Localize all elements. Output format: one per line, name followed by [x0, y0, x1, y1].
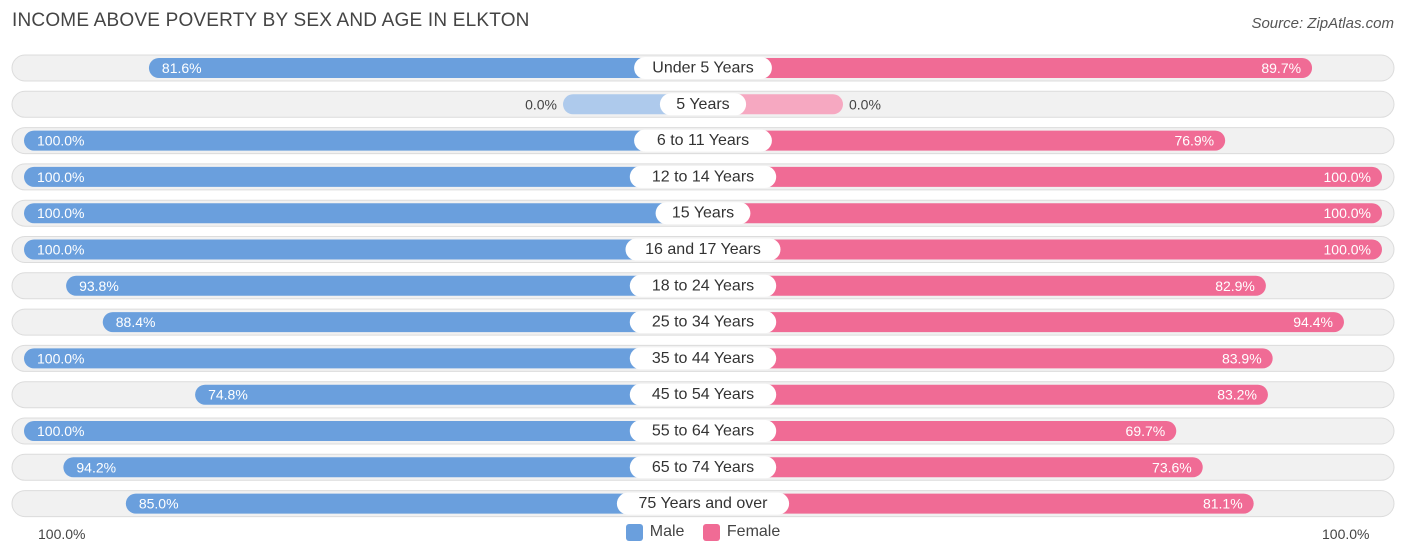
male-bar: [24, 348, 703, 369]
category-pill: [655, 202, 751, 225]
category-label: 15 Years: [672, 205, 734, 222]
female-bar: [703, 275, 1266, 296]
legend-swatch-male: [625, 523, 643, 541]
female-value-label: 100.0%: [1324, 205, 1371, 221]
category-label: 25 to 34 Years: [652, 314, 754, 331]
female-bar: [703, 457, 1203, 478]
category-pill: [629, 383, 777, 406]
female-value-label: 83.9%: [1222, 350, 1262, 366]
category-pill: [629, 420, 777, 442]
male-value-label: 85.0%: [139, 496, 179, 512]
legend-swatch-female: [702, 523, 720, 541]
category-label: 65 to 74 Years: [652, 459, 754, 476]
category-label: 12 to 14 Years: [652, 168, 754, 185]
category-pill: [629, 274, 777, 297]
female-value-label: 100.0%: [1324, 242, 1371, 258]
male-bar: [66, 275, 703, 296]
male-value-label: 100.0%: [37, 133, 84, 149]
category-label: 18 to 24 Years: [652, 277, 754, 294]
male-bar: [24, 203, 703, 224]
female-value-label: 81.1%: [1203, 496, 1243, 512]
male-value-label: 81.6%: [162, 60, 202, 76]
male-value-label: 94.2%: [76, 459, 116, 475]
female-bar: [703, 203, 1382, 224]
category-label: 5 Years: [676, 96, 729, 113]
female-bar: [703, 130, 1226, 151]
category-pill: [634, 57, 772, 79]
male-value-label: 74.8%: [208, 387, 248, 403]
female-bar: [703, 239, 1382, 260]
category-pill: [629, 456, 777, 479]
male-bar: [24, 239, 703, 260]
category-pill: [616, 492, 790, 515]
female-value-label: 0.0%: [849, 96, 881, 112]
female-bar: [703, 312, 1344, 333]
female-bar: [703, 166, 1382, 187]
legend-item-male[interactable]: Male: [625, 523, 685, 541]
legend-item-female[interactable]: Female: [702, 523, 781, 541]
female-bar: [703, 493, 1254, 514]
male-value-label: 88.4%: [116, 314, 156, 330]
male-value-label: 100.0%: [37, 242, 84, 258]
category-pill: [659, 93, 747, 116]
male-bar: [102, 312, 704, 333]
category-pill: [629, 165, 777, 188]
female-value-label: 94.4%: [1293, 314, 1333, 330]
female-value-label: 69.7%: [1126, 423, 1166, 439]
male-bar: [24, 421, 703, 441]
category-pill: [629, 311, 777, 334]
axis-min-label: 100.0%: [38, 526, 86, 542]
legend: Male Female: [0, 523, 1406, 546]
male-value-label: 0.0%: [525, 96, 557, 112]
female-bar: [703, 384, 1268, 405]
male-value-label: 100.0%: [37, 350, 84, 366]
male-bar: [24, 130, 703, 151]
axis-max-label: 100.0%: [1322, 526, 1370, 542]
male-value-label: 100.0%: [37, 169, 84, 185]
category-label: 6 to 11 Years: [657, 132, 749, 149]
legend-label-male: Male: [649, 523, 685, 540]
chart-source: Source: ZipAtlas.com: [1251, 15, 1394, 32]
category-label: 45 to 54 Years: [652, 386, 754, 403]
female-value-label: 76.9%: [1174, 133, 1214, 149]
category-label: Under 5 Years: [652, 60, 753, 77]
female-bar: [703, 58, 1313, 78]
male-value-label: 93.8%: [79, 278, 119, 294]
female-value-label: 82.9%: [1215, 278, 1255, 294]
female-bar: [703, 348, 1273, 369]
male-bar: [24, 166, 703, 187]
legend-label-female: Female: [726, 523, 781, 540]
category-label: 55 to 64 Years: [652, 423, 754, 440]
male-bar: [195, 384, 703, 405]
female-value-label: 100.0%: [1324, 169, 1371, 185]
category-pill: [629, 347, 777, 370]
female-bar: [703, 421, 1177, 441]
male-value-label: 100.0%: [37, 205, 84, 221]
category-pill: [625, 238, 781, 261]
female-value-label: 73.6%: [1152, 459, 1192, 475]
male-bar: [125, 493, 704, 514]
chart-canvas: 81.6% 89.7% Under 5 Years 0.0% 0.0% 5 Years 10…: [11, 54, 1395, 518]
category-label: 35 to 44 Years: [652, 350, 754, 367]
male-bar: [63, 457, 703, 478]
category-label: 75 Years and over: [639, 495, 769, 512]
male-value-label: 100.0%: [37, 423, 84, 439]
chart-title: INCOME ABOVE POVERTY BY SEX AND AGE IN E…: [12, 10, 530, 31]
category-label: 16 and 17 Years: [645, 241, 761, 258]
female-value-label: 89.7%: [1261, 60, 1301, 76]
male-bar: [148, 58, 703, 78]
female-value-label: 83.2%: [1217, 387, 1257, 403]
category-pill: [634, 129, 772, 152]
